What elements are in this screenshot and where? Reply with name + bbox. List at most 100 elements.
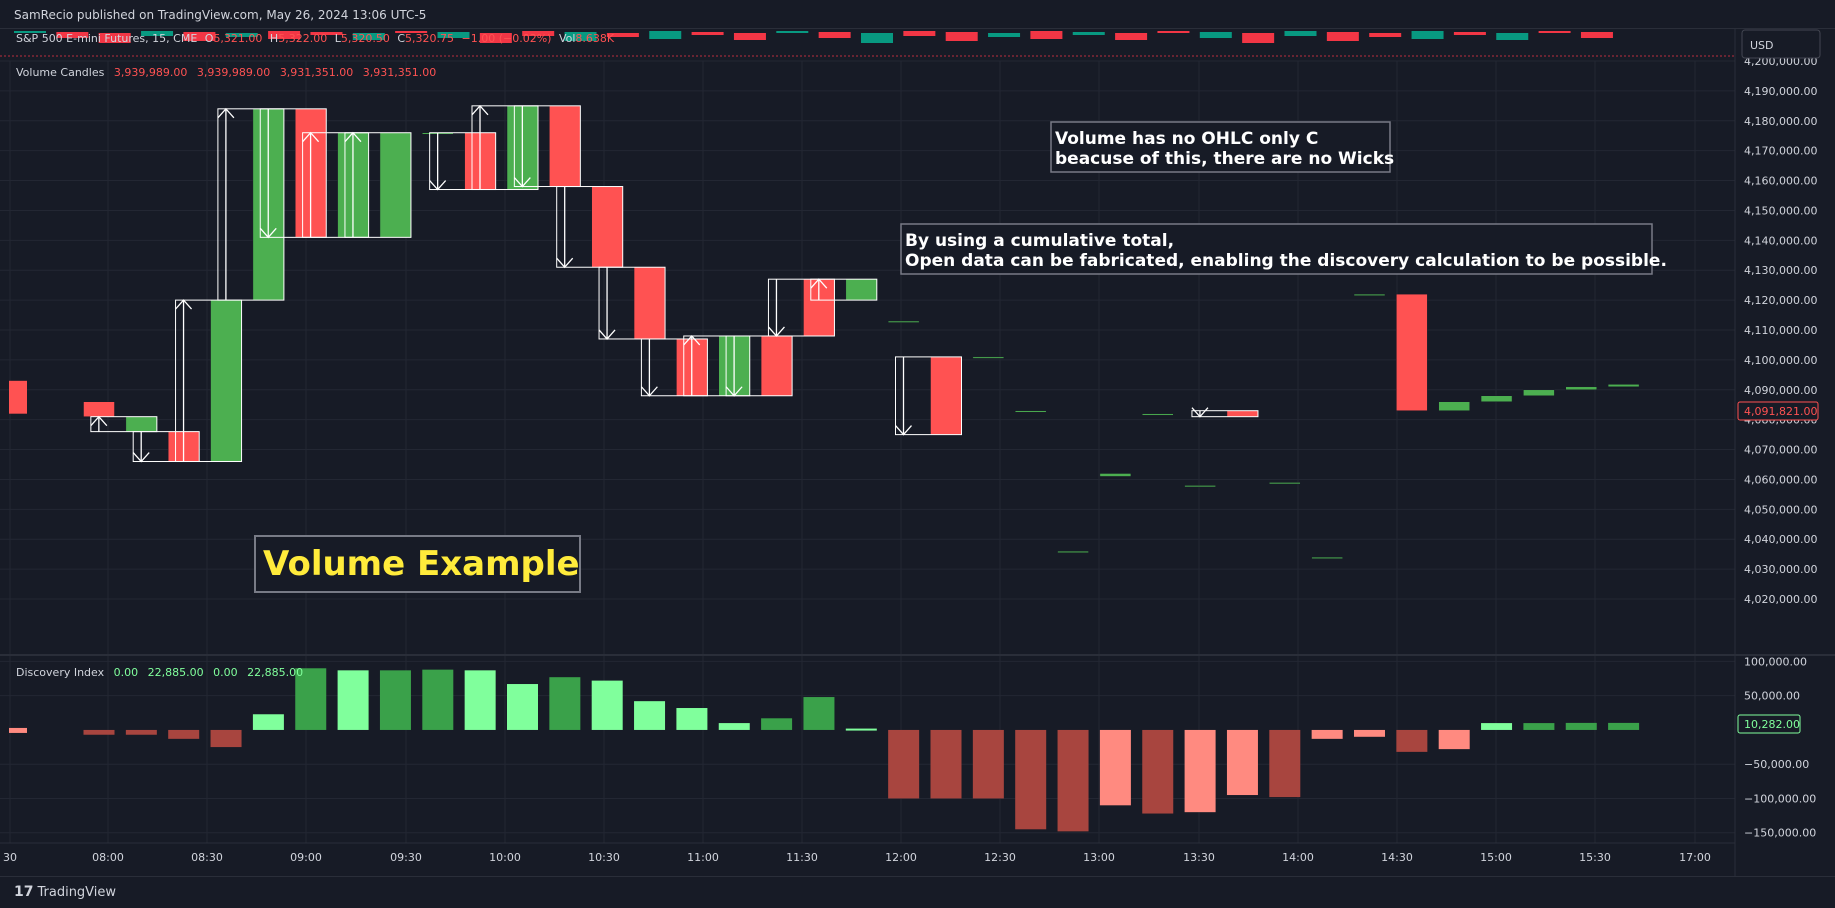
mini-price-strip xyxy=(0,31,1735,57)
discovery-box xyxy=(895,356,962,436)
discovery-arrow-head xyxy=(598,329,616,340)
volume-candle xyxy=(210,299,242,462)
discovery-box xyxy=(725,335,793,397)
discovery-bar xyxy=(507,684,538,730)
mini-price-bar xyxy=(1157,31,1190,33)
discovery-bar xyxy=(125,729,157,735)
volume-axis-tick: 4,110,000.00 xyxy=(1744,324,1817,337)
discovery-arrow-head xyxy=(556,257,574,269)
volume-axis-tick: 4,160,000.00 xyxy=(1744,175,1817,188)
discovery-arrow-head xyxy=(90,415,108,427)
time-axis-tick: 10:30 xyxy=(588,851,620,864)
mini-price-bar xyxy=(352,33,385,40)
discovery-box xyxy=(217,108,285,301)
discovery-box xyxy=(513,105,581,188)
discovery-bar xyxy=(210,729,242,748)
volume-candle xyxy=(83,401,115,417)
symbol-legend[interactable]: S&P 500 E-mini Futures, 15, CME O5,321.0… xyxy=(16,32,615,45)
volume-candle xyxy=(1099,473,1132,477)
discovery-arrow-head xyxy=(471,104,489,116)
discovery-bar xyxy=(1099,729,1131,806)
discovery-bar xyxy=(464,670,496,730)
title-box[interactable]: Volume Example xyxy=(254,535,581,593)
volume-axis-tick: 4,050,000.00 xyxy=(1744,503,1817,516)
discovery-axis-tick: −50,000.00 xyxy=(1744,758,1809,771)
discovery-price-axis[interactable]: 100,000.00 50,000.00 −50,000.00 −100,000.00… xyxy=(1744,655,1816,839)
mini-price-bar xyxy=(1580,32,1613,38)
publish-line: SamRecio published on TradingView.com, M… xyxy=(14,8,427,22)
discovery-bar xyxy=(549,677,581,730)
discovery-bar xyxy=(1523,723,1555,730)
volume-axis-tick: 4,140,000.00 xyxy=(1744,234,1817,247)
discovery-bar xyxy=(1608,722,1640,730)
discovery-bar xyxy=(1142,729,1174,814)
note-box-cumulative[interactable]: By using a cumulative total, Open data c… xyxy=(900,223,1667,275)
currency-button[interactable]: USD xyxy=(1741,29,1821,59)
time-axis-tick: 11:30 xyxy=(786,851,818,864)
svg-text:USD: USD xyxy=(1750,39,1774,52)
discovery-box xyxy=(598,266,666,340)
note-no-wicks-line2: beacuse of this, there are no Wicks xyxy=(1055,149,1394,169)
discovery-bar xyxy=(761,718,793,730)
tradingview-logo-icon: 17 xyxy=(14,884,34,900)
discovery-arrow-head xyxy=(725,386,743,397)
discovery-box xyxy=(556,186,624,268)
mini-price-bar xyxy=(818,32,851,38)
volume-axis-tick: 4,090,000.00 xyxy=(1744,384,1817,397)
note-box-no-wicks[interactable]: Volume has no OHLC only C beacuse of thi… xyxy=(1050,121,1394,173)
discovery-bar xyxy=(1354,729,1385,737)
svg-text:Discovery Index 0.00: Discovery Index 0.00 22,885.00 0.00 22,8… xyxy=(16,666,303,679)
volume-candle xyxy=(1523,389,1555,397)
volume-pane-legend[interactable]: Volume Candles 3,939,989.00 3,939,989.00… xyxy=(16,66,436,79)
mini-price-bar xyxy=(564,32,597,41)
discovery-box xyxy=(429,132,497,191)
time-axis[interactable]: 30 08:00 08:30 09:00 09:30 10:00 10:30 11:00 11:… xyxy=(3,851,1711,864)
mini-price-bar xyxy=(98,33,131,43)
discovery-bar xyxy=(252,714,284,730)
time-axis-tick: 13:30 xyxy=(1183,851,1215,864)
discovery-bar xyxy=(1015,729,1047,830)
discovery-bar xyxy=(1311,729,1343,739)
time-axis-tick: 11:00 xyxy=(687,851,719,864)
discovery-box xyxy=(344,132,412,238)
discovery-index-series xyxy=(9,668,1640,832)
volume-candle xyxy=(972,356,1005,359)
volume-price-axis[interactable]: 4,020,000.00 4,030,000.00 4,040,000.00 4,05… xyxy=(1744,55,1817,606)
svg-text:Volume Candles 3,939,989: Volume Candles 3,939,989.00 3,939,989.00… xyxy=(16,66,436,79)
discovery-bar xyxy=(1226,729,1258,796)
discovery-bar xyxy=(168,729,200,739)
top-bar: SamRecio published on TradingView.com, M… xyxy=(0,0,1835,29)
volume-candle xyxy=(549,105,581,187)
discovery-bar xyxy=(718,723,750,730)
discovery-arrow-head xyxy=(767,326,785,337)
volume-axis-tick: 4,040,000.00 xyxy=(1744,533,1817,546)
chart-canvas[interactable]: 4,020,000.00 4,030,000.00 4,040,000.00 4,05… xyxy=(0,28,1835,876)
discovery-pane-title: Discovery Index xyxy=(16,666,105,679)
volume-axis-tick: 4,170,000.00 xyxy=(1744,145,1817,158)
discovery-arrow-head xyxy=(683,334,701,346)
discovery-box xyxy=(471,105,539,191)
mini-price-bar xyxy=(1538,31,1571,33)
time-axis-tick: 08:30 xyxy=(191,851,223,864)
discovery-bar xyxy=(422,669,454,730)
discovery-box xyxy=(175,299,243,463)
discovery-pane-legend[interactable]: Discovery Index 0.00 22,885.00 0.00 22,8… xyxy=(16,666,303,679)
volume-axis-tick: 4,190,000.00 xyxy=(1744,85,1817,98)
discovery-last-value-badge: 10,282.00 xyxy=(1737,714,1801,734)
volume-candle xyxy=(1184,485,1216,488)
mini-price-bar xyxy=(1199,32,1232,38)
discovery-arrow-head xyxy=(132,452,150,463)
discovery-bar xyxy=(1269,729,1301,798)
discovery-bar xyxy=(83,729,115,735)
mini-price-bar xyxy=(141,31,174,36)
mini-price-bar xyxy=(1453,32,1486,35)
volume-candle xyxy=(1565,386,1597,391)
discovery-arrows xyxy=(90,104,1259,463)
note-no-wicks-line1: Volume has no OHLC only C xyxy=(1055,129,1318,149)
volume-axis-tick: 4,030,000.00 xyxy=(1744,563,1817,576)
discovery-arrow-head xyxy=(259,227,277,239)
discovery-box xyxy=(132,431,200,463)
volume-candle xyxy=(1480,395,1513,402)
discovery-box xyxy=(90,416,158,433)
discovery-axis-tick: −100,000.00 xyxy=(1744,792,1816,805)
